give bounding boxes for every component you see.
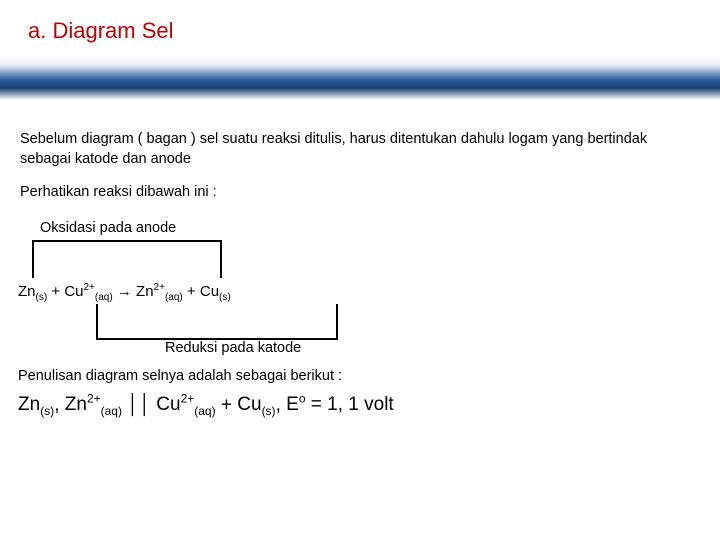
content-body: Sebelum diagram ( bagan ) sel suatu reak… [20, 130, 700, 217]
cell-zn-s: Zn(s) [18, 394, 54, 415]
cell-plus: + [216, 394, 238, 415]
red-bracket-left [96, 304, 98, 338]
cell-potential: Eo = 1, 1 volt [286, 394, 394, 415]
oxidation-label: Oksidasi pada anode [40, 220, 176, 236]
ox-bracket-top [32, 240, 220, 242]
ox-bracket-right [220, 240, 222, 278]
ox-bracket-left [32, 240, 34, 278]
cell-zn2p: Zn2+(aq) [65, 394, 122, 415]
cell-diagram-notation: Zn(s), Zn2+(aq) ││ Cu2+(aq) + Cu(s), Eo … [18, 392, 394, 418]
cell-cu2p: Cu2+(aq) [156, 394, 215, 415]
attention-line: Perhatikan reaksi dibawah ini : [20, 183, 700, 203]
eq-plus-2: + [187, 283, 196, 300]
eq-zn2p: Zn2+(aq) [136, 282, 183, 303]
page-title: a. Diagram Sel [28, 18, 174, 44]
red-bracket-right [336, 304, 338, 338]
cell-double-bar: ││ [122, 394, 156, 415]
eq-cu2p: Cu2+(aq) [64, 282, 112, 303]
header-gradient [0, 0, 720, 100]
writing-label: Penulisan diagram selnya adalah sebagai … [18, 368, 342, 384]
eq-plus-1: + [51, 283, 60, 300]
cell-cu-s: Cu(s) [237, 394, 275, 415]
cell-sep-1: , [54, 394, 65, 415]
eq-cu-s: Cu(s) [200, 283, 231, 303]
cell-sep-2: , [276, 394, 287, 415]
reaction-equation: Zn(s) + Cu2+(aq) → Zn2+(aq) + Cu(s) [18, 282, 231, 303]
reduction-label: Reduksi pada katode [165, 340, 301, 356]
eq-zn-s: Zn(s) [18, 283, 47, 303]
intro-paragraph: Sebelum diagram ( bagan ) sel suatu reak… [20, 130, 700, 169]
eq-arrow: → [117, 283, 132, 300]
